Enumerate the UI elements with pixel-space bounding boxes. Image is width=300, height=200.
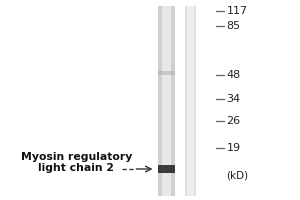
Bar bbox=[158, 165, 175, 173]
Text: 26: 26 bbox=[226, 116, 241, 126]
Text: light chain 2: light chain 2 bbox=[38, 163, 115, 173]
Bar bbox=[158, 71, 175, 75]
Text: 48: 48 bbox=[226, 70, 241, 80]
Bar bbox=[185, 6, 196, 196]
Text: 117: 117 bbox=[226, 6, 248, 16]
Text: 34: 34 bbox=[226, 94, 241, 104]
Bar bbox=[187, 6, 194, 196]
Text: (kD): (kD) bbox=[226, 170, 249, 180]
Text: 85: 85 bbox=[226, 21, 241, 31]
Bar bbox=[162, 6, 172, 196]
Text: 19: 19 bbox=[226, 143, 241, 153]
Bar bbox=[158, 6, 175, 196]
Text: Myosin regulatory: Myosin regulatory bbox=[21, 152, 132, 162]
